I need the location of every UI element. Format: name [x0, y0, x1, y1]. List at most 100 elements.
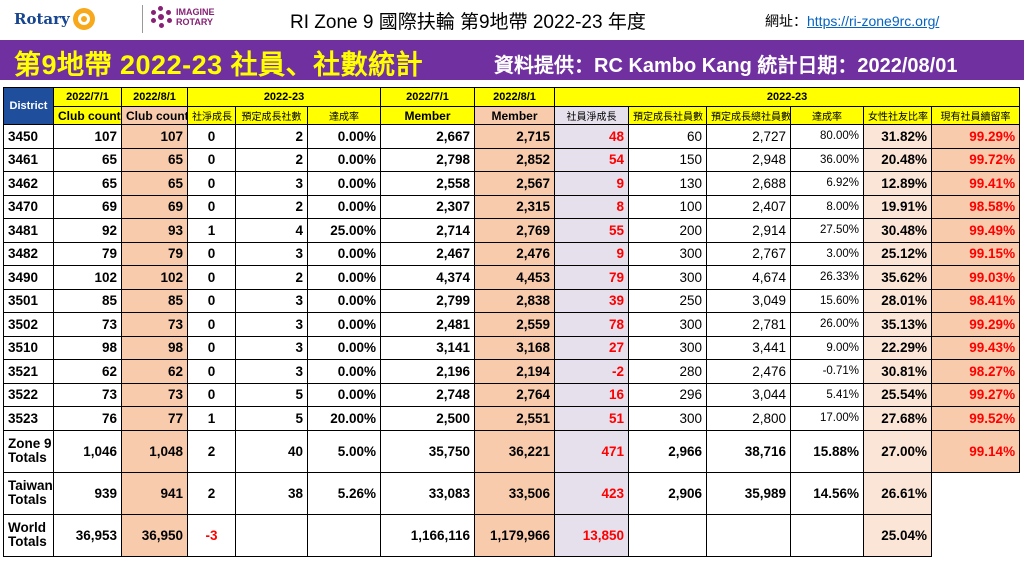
- table-cell: 25.54%: [863, 382, 933, 407]
- imagine-rotary-logo: IMAGINE ROTARY: [150, 6, 215, 28]
- totals-cell: 423: [554, 471, 630, 515]
- totals-cell: [306, 513, 382, 557]
- totals-cell: 2: [187, 471, 236, 515]
- totals-cell: 1,179,966: [474, 513, 556, 557]
- table-cell: 20.00%: [306, 406, 382, 431]
- table-cell: 0.00%: [306, 312, 382, 337]
- table-cell: 98: [121, 335, 188, 360]
- header-club-date-2: 2022/8/1: [121, 87, 188, 107]
- totals-cell: 1,046: [53, 429, 122, 473]
- table-cell: 0.00%: [306, 288, 382, 313]
- table-cell: 69: [121, 194, 188, 219]
- table-cell: 2,948: [706, 147, 792, 172]
- table-cell: 2,558: [380, 171, 476, 196]
- table-cell: 6.92%: [790, 171, 865, 196]
- table-cell: 150: [628, 147, 708, 172]
- district-cell: 3490: [3, 265, 54, 290]
- rotary-brand-text: Rotary: [14, 10, 70, 28]
- table-cell: 99.15%: [931, 241, 1021, 266]
- table-cell: 3,049: [706, 288, 792, 313]
- table-cell: 93: [121, 218, 188, 243]
- table-cell: 0.00%: [306, 359, 382, 384]
- subheader-col-8: 社員淨成長: [554, 106, 630, 125]
- table-cell: -0.71%: [790, 359, 865, 384]
- table-cell: 9.00%: [790, 335, 865, 360]
- table-cell: 99.72%: [931, 147, 1021, 172]
- table-cell: 2,798: [380, 147, 476, 172]
- table-cell: 5.41%: [790, 382, 865, 407]
- district-cell: 3481: [3, 218, 54, 243]
- table-cell: 2,500: [380, 406, 476, 431]
- website-link[interactable]: https://ri-zone9rc.org/: [807, 13, 940, 29]
- table-cell: 85: [121, 288, 188, 313]
- table-cell: 26.00%: [790, 312, 865, 337]
- table-row: 3510 98 98 0 3 0.00% 3,141 3,168 27 300 3,441 9.00%…: [3, 335, 1021, 360]
- table-cell: 0: [187, 359, 236, 384]
- table-cell: 2,667: [380, 124, 476, 149]
- subheader-col-3: 社淨成長: [187, 106, 236, 125]
- table-cell: 69: [53, 194, 122, 219]
- table-cell: 300: [628, 265, 708, 290]
- table-cell: 2,194: [474, 359, 556, 384]
- table-cell: 0: [187, 171, 236, 196]
- table-cell: 48: [554, 124, 630, 149]
- table-cell: -2: [554, 359, 630, 384]
- totals-cell: 25.04%: [863, 513, 933, 557]
- table-cell: 1: [187, 406, 236, 431]
- table-cell: 102: [121, 265, 188, 290]
- district-cell: 3502: [3, 312, 54, 337]
- totals-cell: 33,083: [380, 471, 476, 515]
- table-cell: 3,044: [706, 382, 792, 407]
- table-cell: 3.00%: [790, 241, 865, 266]
- data-source-text: 資料提供：RC Kambo Kang 統計日期：2022/08/01: [494, 55, 958, 77]
- table-cell: 85: [53, 288, 122, 313]
- table-cell: 2,567: [474, 171, 556, 196]
- table-row: 3470 69 69 0 2 0.00% 2,307 2,315 8 100 2,407 8.00% 1…: [3, 194, 1021, 219]
- totals-cell: [931, 514, 1020, 556]
- top-header: Rotary IMAGINE ROTARY RI Zone 9 國際扶輪 第9地…: [0, 0, 1024, 38]
- table-cell: 99.29%: [931, 124, 1021, 149]
- table-cell: 2,769: [474, 218, 556, 243]
- district-cell: 3470: [3, 194, 54, 219]
- district-cell: 3521: [3, 359, 54, 384]
- totals-cell: 2,906: [628, 471, 708, 515]
- district-cell: 3462: [3, 171, 54, 196]
- totals-cell: 38: [235, 471, 308, 515]
- table-cell: 2,800: [706, 406, 792, 431]
- table-cell: 2,838: [474, 288, 556, 313]
- table-cell: 5: [235, 406, 308, 431]
- table-cell: 27.50%: [790, 218, 865, 243]
- table-cell: 2: [235, 124, 308, 149]
- table-cell: 0.00%: [306, 241, 382, 266]
- table-row: 3490 102 102 0 2 0.00% 4,374 4,453 79 300 4,674 26.…: [3, 265, 1021, 290]
- table-cell: 3,441: [706, 335, 792, 360]
- totals-cell: 27.00%: [863, 429, 933, 473]
- totals-cell: 36,221: [474, 429, 556, 473]
- table-cell: 300: [628, 335, 708, 360]
- imagine-rotary-icon: [150, 6, 172, 28]
- totals-cell: [235, 513, 308, 557]
- table-cell: 0.00%: [306, 335, 382, 360]
- table-cell: 80.00%: [790, 124, 865, 149]
- totals-label: Taiwan Totals: [3, 471, 54, 515]
- district-cell: 3501: [3, 288, 54, 313]
- rotary-logo: Rotary: [14, 8, 95, 30]
- table-row: 3502 73 73 0 3 0.00% 2,481 2,559 78 300 2,781 26.00…: [3, 312, 1021, 337]
- table-cell: 4,453: [474, 265, 556, 290]
- table-cell: 79: [121, 241, 188, 266]
- table-cell: 2,196: [380, 359, 476, 384]
- table-cell: 102: [53, 265, 122, 290]
- table-cell: 35.62%: [863, 265, 933, 290]
- url-label: 網址：: [765, 13, 807, 29]
- table-cell: 30.81%: [863, 359, 933, 384]
- totals-cell: -3: [187, 513, 236, 557]
- totals-cell: [931, 472, 1020, 514]
- table-cell: 4,374: [380, 265, 476, 290]
- table-cell: 51: [554, 406, 630, 431]
- table-row: 3523 76 77 1 5 20.00% 2,500 2,551 51 300 2,800 17.0…: [3, 406, 1021, 431]
- table-cell: 2,315: [474, 194, 556, 219]
- table-cell: 3: [235, 359, 308, 384]
- totals-label-line2: Totals: [8, 492, 47, 507]
- table-row: 3501 85 85 0 3 0.00% 2,799 2,838 39 250 3,049 15.60…: [3, 288, 1021, 313]
- table-cell: 2,748: [380, 382, 476, 407]
